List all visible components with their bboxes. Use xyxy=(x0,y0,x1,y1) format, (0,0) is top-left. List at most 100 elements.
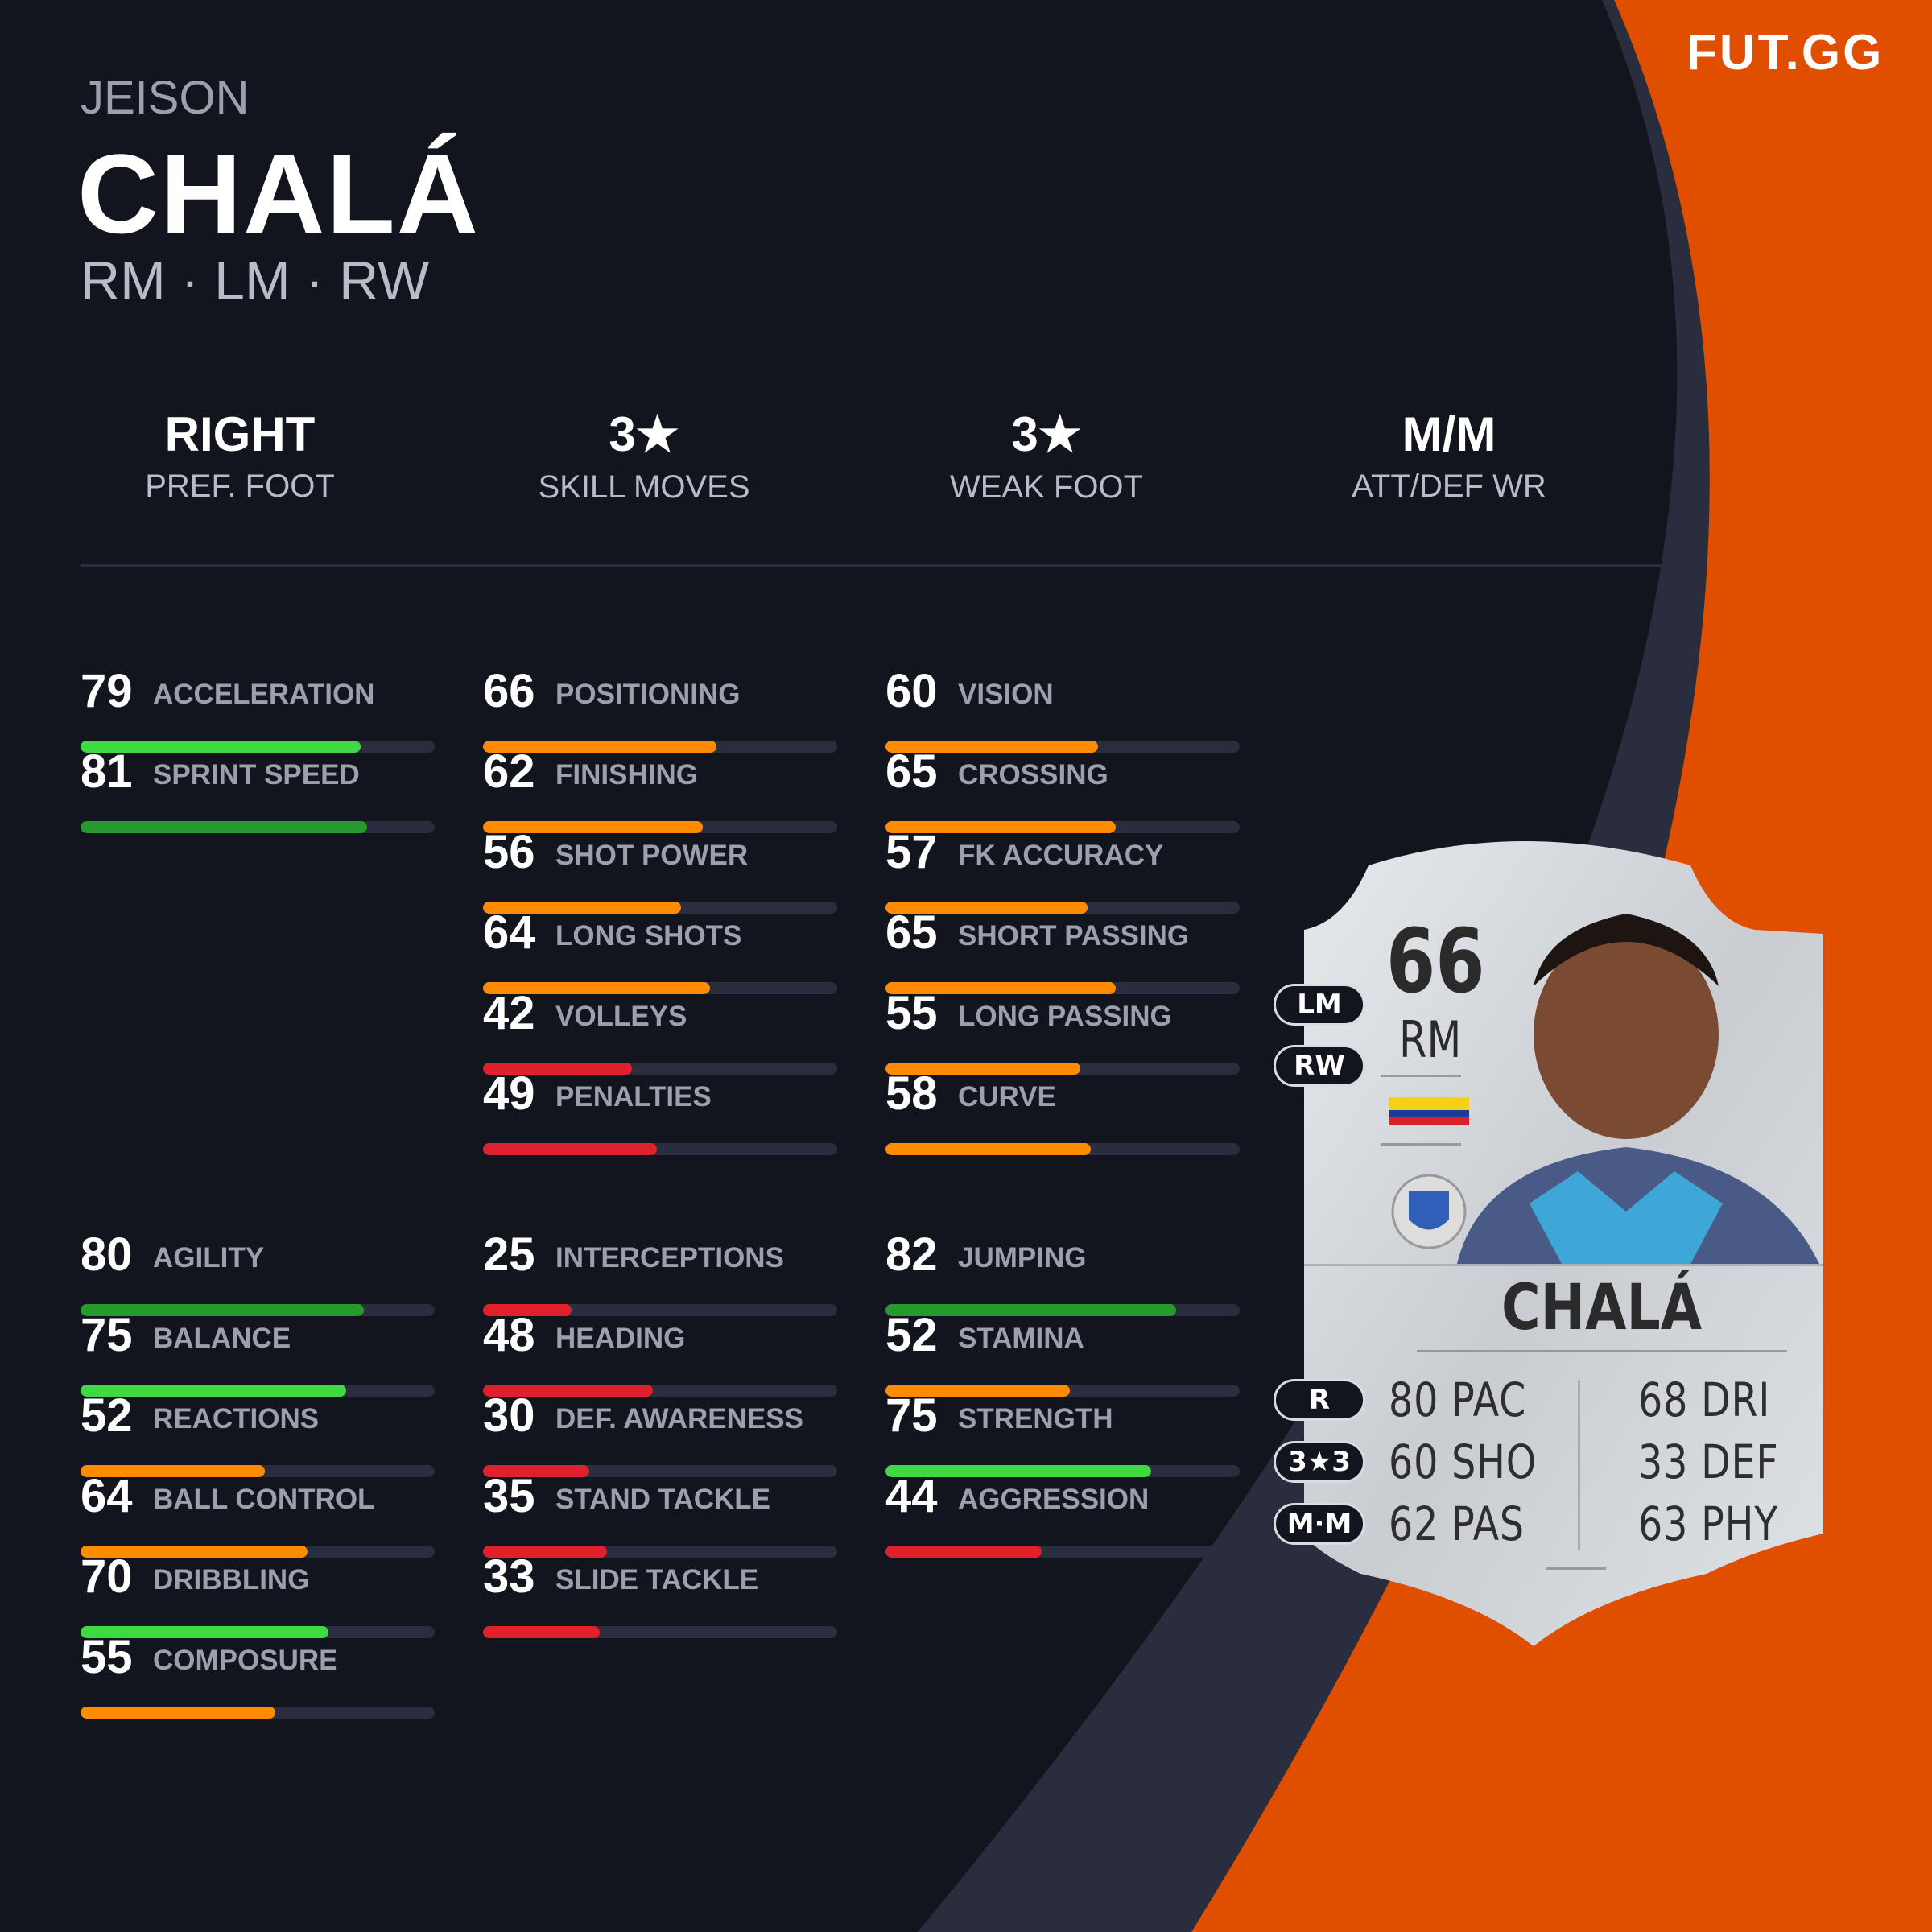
stat-value: 52 xyxy=(80,1389,133,1442)
stat-bar-fill xyxy=(886,741,1098,753)
stat-value: 81 xyxy=(80,745,133,798)
stat-label: FK ACCURACY xyxy=(958,840,1164,871)
stat-bar-fill xyxy=(886,1546,1042,1558)
stat-row: 66 POSITIONING xyxy=(483,664,837,753)
stat-value: 70 xyxy=(80,1550,133,1603)
player-card xyxy=(1304,841,1823,1646)
stat-label: STAND TACKLE xyxy=(555,1484,771,1515)
stat-value: 57 xyxy=(886,826,938,878)
stat-row: 75 BALANCE xyxy=(80,1308,435,1397)
player-positions: RM · LM · RW xyxy=(80,250,430,312)
stat-bar-fill xyxy=(886,1143,1092,1155)
stat-value: 75 xyxy=(80,1309,133,1361)
stat-bar xyxy=(483,902,837,914)
stat-row: 57 FK ACCURACY xyxy=(886,825,1240,914)
stat-bar-fill xyxy=(80,1465,265,1477)
stat-row: 33 SLIDE TACKLE xyxy=(483,1550,837,1638)
stat-bar xyxy=(483,1546,837,1558)
player-photo xyxy=(1457,914,1819,1264)
trait-value: RIGHT xyxy=(164,407,316,461)
stat-bar xyxy=(80,1626,435,1638)
card-work-rates: M·M xyxy=(1274,1503,1365,1545)
stat-value: 65 xyxy=(886,906,938,959)
stat-value: 79 xyxy=(80,665,133,717)
stat-bar xyxy=(80,1385,435,1397)
stat-value: 58 xyxy=(886,1067,938,1120)
stat-row: 49 PENALTIES xyxy=(483,1067,837,1155)
stat-row: 52 STAMINA xyxy=(886,1308,1240,1397)
stat-label: SHORT PASSING xyxy=(958,920,1190,952)
stat-row: 42 VOLLEYS xyxy=(483,986,837,1075)
stat-bar xyxy=(886,1385,1240,1397)
stat-label: VISION xyxy=(958,679,1054,710)
trait-item: M/M ATT/DEF WR xyxy=(1272,407,1626,505)
stat-bar-fill xyxy=(886,1304,1176,1316)
card-position: RM xyxy=(1399,1010,1462,1069)
stat-bar-fill xyxy=(886,902,1088,914)
stat-label: STAMINA xyxy=(958,1323,1084,1354)
trait-label: SKILL MOVES xyxy=(538,469,750,505)
alt-position-rw: RW xyxy=(1274,1045,1365,1087)
stat-bar-fill xyxy=(483,1063,632,1075)
alt-position-lm: LM xyxy=(1274,984,1365,1026)
stat-bar-fill xyxy=(80,1626,328,1638)
stat-value: 35 xyxy=(483,1470,535,1522)
stat-bar xyxy=(886,1143,1240,1155)
stat-bar xyxy=(483,1465,837,1477)
face-stat: 68 DRI xyxy=(1638,1373,1771,1427)
stat-value: 66 xyxy=(483,665,535,717)
stat-label: LONG PASSING xyxy=(958,1001,1172,1032)
player-last-name: CHALÁ xyxy=(77,130,480,257)
trait-value: M/M xyxy=(1402,407,1496,461)
stat-label: COMPOSURE xyxy=(153,1645,338,1676)
stat-bar xyxy=(80,1465,435,1477)
stat-value: 52 xyxy=(886,1309,938,1361)
stat-row: 65 CROSSING xyxy=(886,745,1240,833)
stat-bar xyxy=(886,821,1240,833)
stat-value: 64 xyxy=(483,906,535,959)
stat-value: 80 xyxy=(80,1228,133,1281)
stat-bar xyxy=(483,1143,837,1155)
stat-row: 35 STAND TACKLE xyxy=(483,1469,837,1558)
stat-row: 55 COMPOSURE xyxy=(80,1630,435,1719)
stat-row: 62 FINISHING xyxy=(483,745,837,833)
stat-value: 55 xyxy=(80,1631,133,1683)
stat-label: FINISHING xyxy=(555,759,698,791)
stat-bar-fill xyxy=(80,821,368,833)
trait-item: RIGHT PREF. FOOT xyxy=(63,407,417,505)
trait-item: 3★ WEAK FOOT xyxy=(869,407,1224,506)
stat-row: 58 CURVE xyxy=(886,1067,1240,1155)
stat-row: 81 SPRINT SPEED xyxy=(80,745,435,833)
face-stat: 60 SHO xyxy=(1389,1435,1537,1489)
stat-value: 62 xyxy=(483,745,535,798)
stat-bar-fill xyxy=(886,1465,1151,1477)
stat-bar-fill xyxy=(483,1304,572,1316)
stat-bar xyxy=(80,821,435,833)
stat-label: STRENGTH xyxy=(958,1403,1113,1435)
face-stat: 62 PAS xyxy=(1389,1496,1525,1551)
trait-label: PREF. FOOT xyxy=(145,469,335,504)
stat-label: AGGRESSION xyxy=(958,1484,1150,1515)
trait-value: 3★ xyxy=(609,407,679,461)
stat-bar-fill xyxy=(483,1626,601,1638)
stat-bar xyxy=(483,1385,837,1397)
stat-label: REACTIONS xyxy=(153,1403,320,1435)
stat-label: SLIDE TACKLE xyxy=(555,1564,759,1596)
stat-bar xyxy=(80,1304,435,1316)
stat-bar xyxy=(886,982,1240,994)
stat-bar xyxy=(886,1546,1240,1558)
stat-label: SPRINT SPEED xyxy=(153,759,360,791)
stat-value: 64 xyxy=(80,1470,133,1522)
futgg-logo: FUT.GG xyxy=(1686,25,1885,80)
stat-bar-fill xyxy=(80,1546,308,1558)
stat-bar-fill xyxy=(886,821,1116,833)
stat-value: 44 xyxy=(886,1470,938,1522)
stat-value: 30 xyxy=(483,1389,535,1442)
stat-value: 25 xyxy=(483,1228,535,1281)
trait-label: ATT/DEF WR xyxy=(1352,469,1546,504)
stat-bar xyxy=(886,1304,1240,1316)
stat-bar xyxy=(80,741,435,753)
stat-bar-fill xyxy=(483,1143,657,1155)
stat-bar xyxy=(483,821,837,833)
card-foot: R xyxy=(1274,1379,1365,1421)
